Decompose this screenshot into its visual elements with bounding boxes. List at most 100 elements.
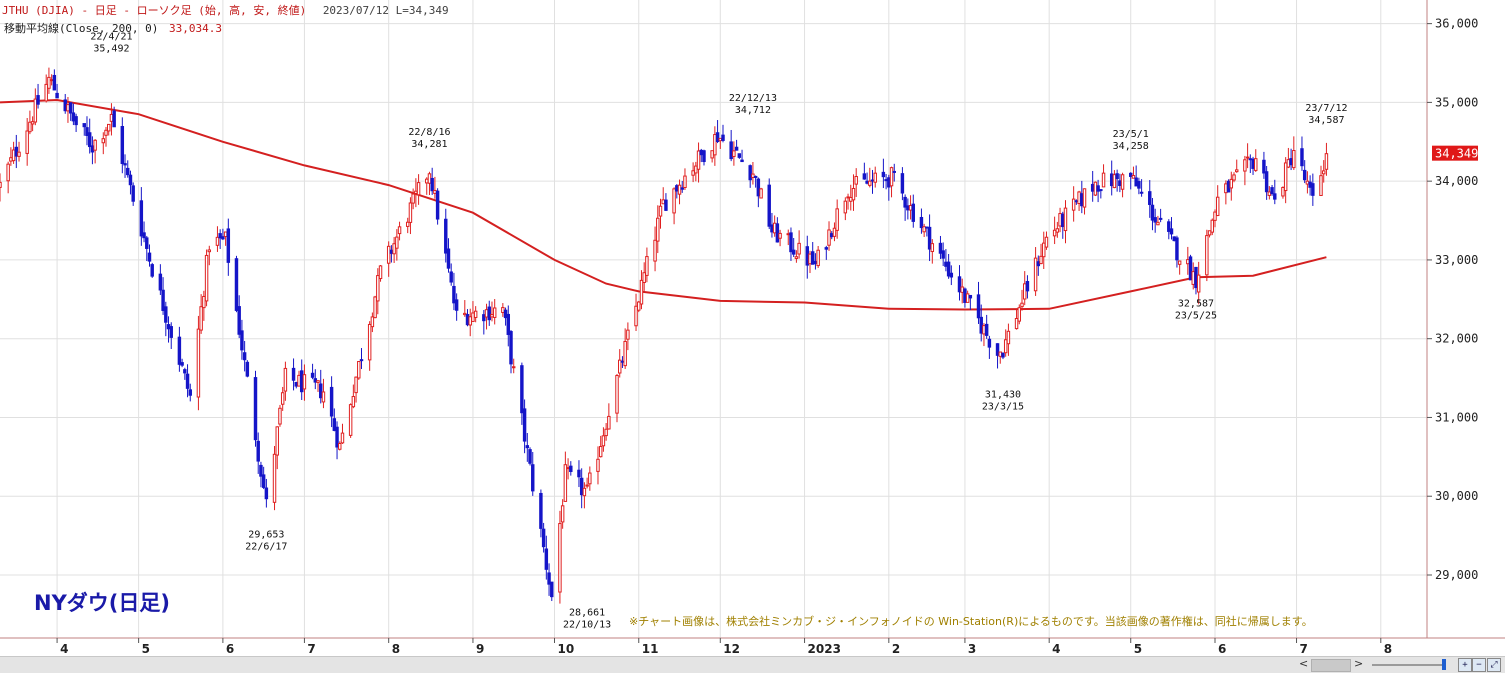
candle-up <box>275 426 279 456</box>
scroll-right-button[interactable]: > <box>1354 657 1364 670</box>
candle-down <box>1273 193 1277 200</box>
fit-icon[interactable]: ⤢ <box>1487 658 1501 672</box>
extreme-annotation: 23/5/134,258 <box>1113 129 1149 152</box>
ma-indicator-value: 33,034.3 <box>168 22 222 35</box>
candle-up <box>786 233 790 236</box>
candle-down <box>919 216 924 229</box>
scroll-left-button[interactable]: < <box>1299 657 1309 670</box>
candle-up <box>33 98 38 123</box>
overlay-title: NYダウ(日足) <box>34 591 170 615</box>
candle-down <box>870 179 875 182</box>
candle-down <box>1096 185 1100 192</box>
candle-up <box>1305 180 1310 185</box>
candle-up <box>1196 274 1201 293</box>
candle-up <box>202 295 206 309</box>
candle-up <box>560 505 565 523</box>
candle-up <box>694 165 698 174</box>
candle-up <box>677 184 682 195</box>
candle-up <box>1245 156 1250 159</box>
candle-down <box>120 126 125 165</box>
zoom-slider-track[interactable] <box>1372 664 1446 666</box>
candle-down <box>1148 191 1152 205</box>
candle-up <box>1022 283 1027 300</box>
candle-down <box>319 383 323 399</box>
candle-down <box>520 365 524 414</box>
candle-down <box>52 74 57 91</box>
x-tick-label: 2 <box>892 642 900 656</box>
candle-down <box>150 264 154 277</box>
chart-header-line2: 移動平均線(Close, 200, 0) 33,034.3 <box>4 20 222 36</box>
candle-down <box>503 309 508 319</box>
candle-down <box>531 464 535 492</box>
candle-down <box>1137 180 1141 189</box>
candle-up <box>1254 158 1258 171</box>
candle-up <box>278 407 282 425</box>
candle-down <box>188 389 192 396</box>
x-tick-label: 5 <box>1134 642 1142 656</box>
candle-up <box>759 188 763 199</box>
candle-down <box>128 174 133 186</box>
zoom-slider-knob[interactable] <box>1442 659 1446 670</box>
scrollbar-thumb[interactable] <box>1311 659 1351 672</box>
candle-down <box>90 145 95 153</box>
horizontal-scrollbar[interactable]: < > + − ⤢ <box>0 656 1505 673</box>
candle-down <box>539 492 543 529</box>
candle-up <box>1014 317 1019 330</box>
candle-down <box>85 127 89 136</box>
candle-up <box>223 231 228 238</box>
candle-up <box>283 367 288 392</box>
x-tick-label: 4 <box>1052 642 1060 656</box>
candle-down <box>142 232 146 239</box>
candle-down <box>675 185 679 192</box>
candle-down <box>1167 221 1171 232</box>
candle-down <box>1270 187 1274 195</box>
candle-up <box>794 256 799 259</box>
candle-up <box>582 487 587 497</box>
candle-down <box>680 187 684 190</box>
candle-down <box>256 440 260 462</box>
zoom-in-icon[interactable]: + <box>1458 658 1472 672</box>
candle-up <box>696 150 701 170</box>
candle-down <box>1251 158 1255 169</box>
candle-down <box>547 572 551 585</box>
candle-up <box>427 173 432 184</box>
x-tick-label: 11 <box>642 642 659 656</box>
candle-down <box>1150 204 1155 221</box>
candle-up <box>1156 221 1160 226</box>
zoom-out-icon[interactable]: − <box>1472 658 1486 672</box>
chart-header-line1: JTHU (DJIA) - 日足 - ローソク足 (始, 高, 安, 終値) 2… <box>2 2 449 18</box>
candle-down <box>865 180 869 184</box>
annotation-label: 35,492 <box>93 44 129 55</box>
candle-up <box>1101 172 1106 188</box>
candle-down <box>126 167 130 176</box>
candle-up <box>1224 183 1228 194</box>
candle-up <box>416 182 421 196</box>
x-tick-label: 8 <box>1384 642 1392 656</box>
candle-up <box>1321 170 1326 175</box>
candle-up <box>280 392 285 405</box>
y-tick-label: 34,000 <box>1435 174 1478 188</box>
candle-up <box>642 272 646 283</box>
candle-down <box>620 360 625 363</box>
candle-down <box>1129 172 1133 177</box>
annotation-label: 28,661 <box>569 608 605 619</box>
candle-down <box>36 95 40 105</box>
candle-up <box>204 254 209 302</box>
candle-down <box>145 237 149 249</box>
candle-down <box>291 367 296 381</box>
candle-up <box>104 129 108 136</box>
candle-up <box>588 472 592 485</box>
candle-up <box>563 464 568 502</box>
annotation-label: 34,712 <box>735 105 771 116</box>
candle-down <box>245 361 250 377</box>
candle-up <box>44 83 48 102</box>
candle-down <box>1001 352 1005 358</box>
candle-down <box>1074 200 1079 203</box>
y-tick-label: 31,000 <box>1435 410 1478 424</box>
candle-up <box>484 309 489 318</box>
candle-down <box>1099 189 1103 192</box>
candle-up <box>843 200 848 214</box>
x-tick-label: 4 <box>60 642 68 656</box>
candle-down <box>813 260 818 265</box>
